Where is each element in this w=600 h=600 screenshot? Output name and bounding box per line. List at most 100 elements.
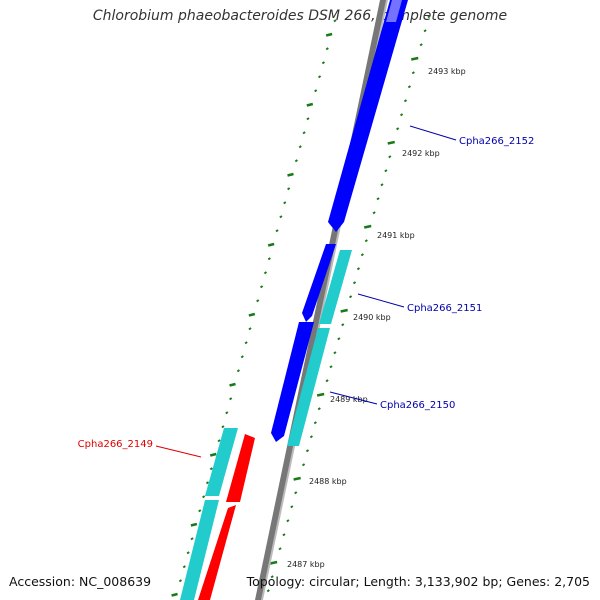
- orf-segment: [287, 328, 330, 446]
- tick-mark: [209, 467, 213, 471]
- tick-mark: [325, 47, 329, 51]
- tick-mark: [352, 281, 357, 285]
- tick-label: 2488 kbp: [309, 477, 347, 486]
- tick-mark: [182, 565, 186, 569]
- tick-mark: [293, 476, 301, 481]
- tick-label: 2490 kbp: [353, 313, 391, 322]
- tick-mark: [279, 215, 283, 219]
- map-labels: 2493 kbp 2492 kbp 2491 kbp 2490 kbp 2489 kbp…: [78, 67, 535, 569]
- gene-arrow-cpha266-2150: [271, 322, 314, 442]
- tick-mark: [306, 102, 314, 107]
- gene-label: Cpha266_2152: [459, 136, 534, 147]
- tick-mark: [171, 592, 178, 597]
- tick-label: 2491 kbp: [377, 231, 415, 240]
- tick-mark: [178, 579, 183, 583]
- tick-mark: [263, 271, 268, 275]
- tick-mark: [202, 495, 206, 499]
- tick-mark: [325, 379, 329, 383]
- tick-mark: [376, 197, 380, 201]
- tick-mark: [360, 253, 364, 257]
- tick-mark: [314, 89, 318, 93]
- tick-mark: [225, 411, 229, 415]
- gene-arrow-cpha266-2149-b: [198, 505, 236, 600]
- tick-mark: [294, 491, 298, 495]
- tick-mark: [283, 201, 287, 205]
- tick-mark: [364, 239, 368, 243]
- tick-mark: [317, 407, 321, 411]
- tick-mark: [309, 435, 313, 439]
- tick-mark: [301, 463, 306, 467]
- tick-mark: [267, 257, 271, 261]
- tick-mark: [329, 365, 333, 369]
- tick-mark: [186, 551, 190, 555]
- tick-mark: [333, 19, 337, 23]
- outer-tick-marks: [171, 19, 337, 597]
- gene-arrow-cpha266-2152: [328, 0, 408, 232]
- tick-mark: [410, 56, 419, 61]
- tick-label: 2489 kbp: [330, 395, 368, 404]
- tick-mark: [411, 71, 415, 75]
- tick-mark: [198, 509, 202, 513]
- tick-mark: [325, 32, 333, 37]
- tick-mark: [423, 29, 427, 33]
- tick-mark: [294, 159, 298, 163]
- tick-mark: [244, 341, 248, 345]
- gene-callout-line: [155, 445, 202, 458]
- tick-mark: [380, 183, 384, 187]
- tick-mark: [269, 560, 278, 565]
- tick-mark: [298, 145, 302, 149]
- tick-mark: [256, 299, 260, 303]
- tick-mark: [427, 15, 431, 19]
- tick-mark: [306, 117, 310, 121]
- tick-mark: [356, 267, 361, 271]
- orf-segment: [180, 500, 219, 600]
- tick-mark: [419, 43, 423, 47]
- tick-mark: [287, 172, 294, 177]
- gene-callout-line: [329, 391, 378, 405]
- tick-mark: [240, 355, 244, 359]
- tick-mark: [387, 140, 395, 145]
- tick-mark: [403, 99, 408, 103]
- tick-mark: [229, 382, 236, 387]
- gene-callout-line: [357, 293, 405, 308]
- gene-arrow-cpha266-2151: [302, 244, 336, 322]
- tick-mark: [302, 131, 306, 135]
- tick-mark: [248, 312, 256, 317]
- gene-features: [180, 0, 408, 600]
- gene-highlight: [386, 0, 402, 22]
- tick-mark: [287, 187, 291, 191]
- tick-mark: [190, 537, 194, 541]
- accession-label: Accession: NC_008639: [9, 574, 152, 589]
- gene-callout-line: [409, 125, 457, 141]
- tick-mark: [407, 85, 411, 89]
- tick-mark: [229, 397, 233, 401]
- gene-label: Cpha266_2150: [380, 400, 455, 411]
- tick-mark: [248, 327, 252, 331]
- tick-mark: [221, 425, 225, 429]
- tick-mark: [305, 449, 310, 453]
- inner-tick-marks: [266, 15, 431, 593]
- tick-mark: [270, 575, 274, 579]
- tick-mark: [290, 505, 294, 509]
- tick-mark: [209, 452, 217, 457]
- tick-mark: [286, 519, 290, 523]
- tick-mark: [333, 351, 337, 355]
- tick-mark: [321, 61, 326, 65]
- gene-label: Cpha266_2151: [407, 303, 482, 314]
- orf-segment: [319, 250, 352, 324]
- tick-mark: [337, 337, 341, 341]
- tick-mark: [275, 229, 279, 233]
- tick-mark: [190, 522, 198, 527]
- tick-mark: [278, 547, 282, 551]
- tick-mark: [259, 285, 264, 289]
- tick-mark: [363, 224, 372, 229]
- tick-mark: [282, 533, 286, 537]
- gene-label: Cpha266_2149: [78, 439, 153, 450]
- tick-mark: [313, 421, 317, 425]
- tick-label: 2493 kbp: [428, 67, 466, 76]
- topology-label: Topology: circular; Length: 3,133,902 bp…: [246, 574, 590, 589]
- tick-mark: [372, 211, 376, 215]
- tick-mark: [236, 369, 240, 373]
- tick-mark: [399, 113, 404, 117]
